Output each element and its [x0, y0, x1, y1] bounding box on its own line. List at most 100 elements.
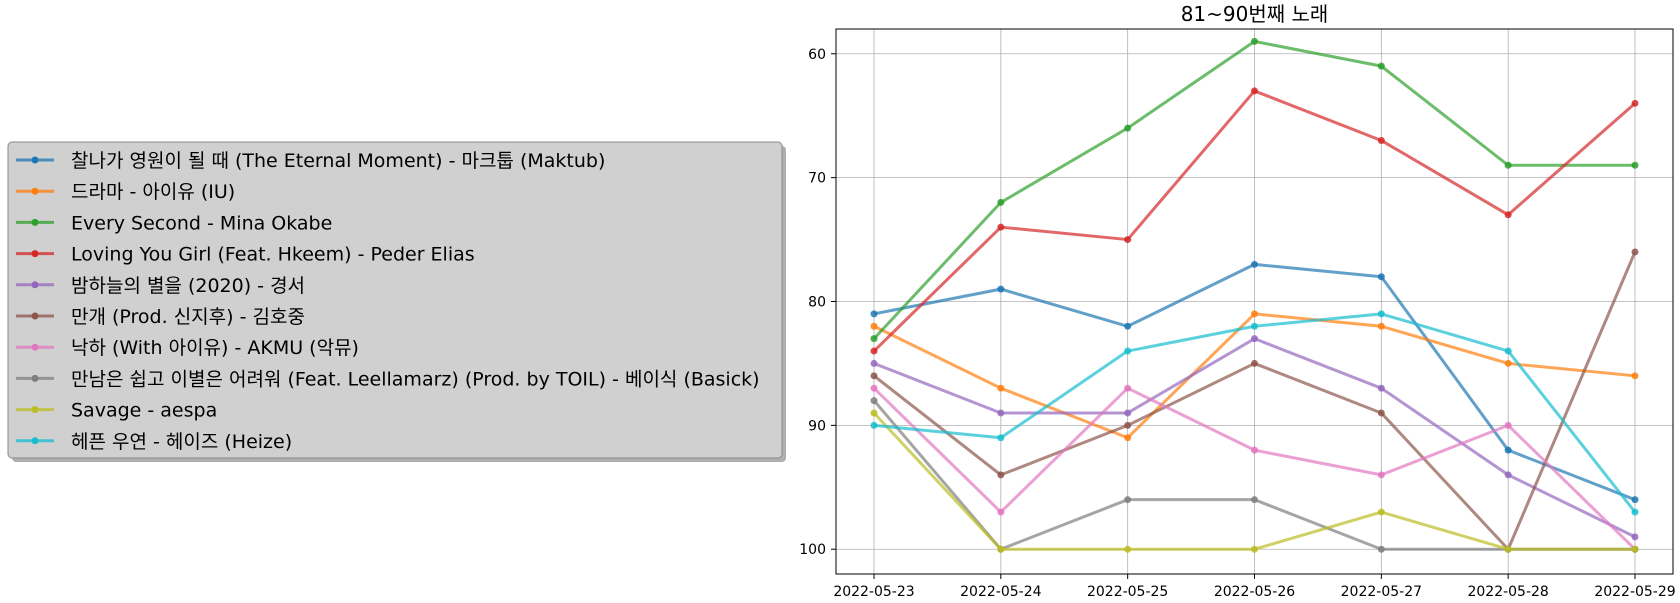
data-point	[1377, 62, 1385, 70]
data-point	[1631, 533, 1639, 541]
data-point	[1631, 508, 1639, 516]
legend-entry: Loving You Girl (Feat. Hkeem) - Peder El…	[16, 244, 475, 266]
legend-entry: 찰나가 영원이 될 때 (The Eternal Moment) - 마크툽 (…	[16, 150, 605, 172]
plot-area: 2022-05-23 2022-05-24 2022-05-25 2022-05-26…	[799, 2, 1675, 600]
series-4	[870, 87, 1639, 355]
data-point	[1124, 434, 1132, 442]
data-point	[1631, 161, 1639, 169]
x-tick-label: 2022-05-25	[1087, 584, 1168, 600]
data-point	[1251, 310, 1258, 318]
data-point	[870, 421, 878, 429]
data-point	[997, 409, 1005, 417]
data-point	[1377, 310, 1385, 318]
data-point	[1377, 384, 1385, 392]
x-tick-label: 2022-05-28	[1467, 584, 1548, 600]
legend-entry: 만개 (Prod. 신지후) - 김호중	[16, 306, 305, 328]
data-point	[1504, 471, 1512, 479]
data-point	[870, 322, 878, 330]
chart-title: 81~90번째 노래	[1181, 2, 1329, 26]
legend-entry: 드라마 - 아이유 (IU)	[16, 181, 235, 203]
data-point	[1251, 260, 1258, 268]
data-point	[1124, 409, 1132, 417]
data-point	[1251, 545, 1258, 553]
series-9	[870, 409, 1639, 553]
data-point	[1124, 236, 1132, 244]
legend-swatch-marker	[31, 187, 39, 195]
legend-swatch-marker	[31, 218, 39, 226]
legend-entry: 밤하늘의 별을 (2020) - 경서	[16, 275, 305, 297]
legend-label: 드라마 - 아이유 (IU)	[71, 181, 235, 203]
data-point	[870, 359, 878, 367]
legend-entry: 낙하 (With 아이유) - AKMU (악뮤)	[16, 337, 359, 359]
data-point	[1377, 471, 1385, 479]
data-point	[870, 384, 878, 392]
legend-swatch-marker	[31, 343, 39, 351]
x-tick-label: 2022-05-27	[1341, 584, 1422, 600]
legend: 찰나가 영원이 될 때 (The Eternal Moment) - 마크툽 (…	[7, 141, 786, 462]
data-point	[870, 310, 878, 318]
data-point	[1251, 496, 1258, 504]
data-point	[1124, 384, 1132, 392]
y-tick-label: 90	[808, 418, 826, 434]
data-point	[1504, 359, 1512, 367]
data-point	[1124, 322, 1132, 330]
data-point	[1124, 421, 1132, 429]
data-point	[997, 471, 1005, 479]
legend-label: Every Second - Mina Okabe	[71, 212, 332, 234]
x-tick-label: 2022-05-26	[1214, 584, 1295, 600]
series-2	[870, 310, 1639, 442]
data-point	[1377, 322, 1385, 330]
y-tick-label: 80	[808, 295, 826, 311]
data-point	[1504, 211, 1512, 219]
series-5	[870, 335, 1639, 541]
data-point	[1251, 359, 1258, 367]
data-point	[997, 434, 1005, 442]
y-tick-label: 100	[799, 542, 826, 558]
data-point	[870, 397, 878, 405]
legend-swatch-marker	[31, 374, 39, 382]
data-point	[870, 335, 878, 343]
data-point	[997, 285, 1005, 293]
data-point	[1631, 248, 1639, 256]
data-point	[1251, 87, 1258, 95]
legend-label: Savage - aespa	[71, 400, 217, 422]
x-tick-label: 2022-05-29	[1594, 584, 1675, 600]
data-point	[1124, 347, 1132, 355]
legend-swatch-marker	[31, 406, 39, 414]
series-1	[870, 260, 1639, 504]
data-point	[1631, 496, 1639, 504]
x-tick-label: 2022-05-23	[833, 584, 914, 600]
legend-swatch-marker	[31, 156, 39, 164]
legend-swatch-marker	[31, 281, 39, 289]
legend-entry: Savage - aespa	[16, 400, 217, 422]
legend-label: 낙하 (With 아이유) - AKMU (악뮤)	[71, 337, 359, 359]
legend-label: Loving You Girl (Feat. Hkeem) - Peder El…	[71, 244, 475, 266]
legend-label: 만남은 쉽고 이별은 어려워 (Feat. Leellamarz) (Prod.…	[71, 368, 760, 390]
data-point	[1251, 446, 1258, 454]
data-point	[870, 409, 878, 417]
legend-label: 찰나가 영원이 될 때 (The Eternal Moment) - 마크툽 (…	[71, 150, 605, 172]
series-3	[870, 37, 1639, 343]
legend-swatch-marker	[31, 312, 39, 320]
data-point	[1504, 545, 1512, 553]
data-point	[997, 384, 1005, 392]
data-point	[997, 198, 1005, 206]
data-point	[1377, 545, 1385, 553]
data-point	[1124, 124, 1132, 132]
data-point	[1631, 99, 1639, 107]
data-point	[870, 347, 878, 355]
x-tick-label: 2022-05-24	[960, 584, 1041, 600]
legend-label: 밤하늘의 별을 (2020) - 경서	[71, 275, 305, 297]
legend-frame	[7, 141, 783, 459]
legend-label: 헤픈 우연 - 헤이즈 (Heize)	[71, 431, 292, 453]
data-point	[1124, 545, 1132, 553]
legend-label: 만개 (Prod. 신지후) - 김호중	[71, 306, 305, 328]
data-point	[997, 223, 1005, 231]
data-point	[1631, 545, 1639, 553]
data-point	[1377, 136, 1385, 144]
legend-entry: Every Second - Mina Okabe	[16, 212, 332, 234]
legend-swatch-marker	[31, 437, 39, 445]
series-10	[870, 310, 1639, 516]
data-point	[1504, 347, 1512, 355]
